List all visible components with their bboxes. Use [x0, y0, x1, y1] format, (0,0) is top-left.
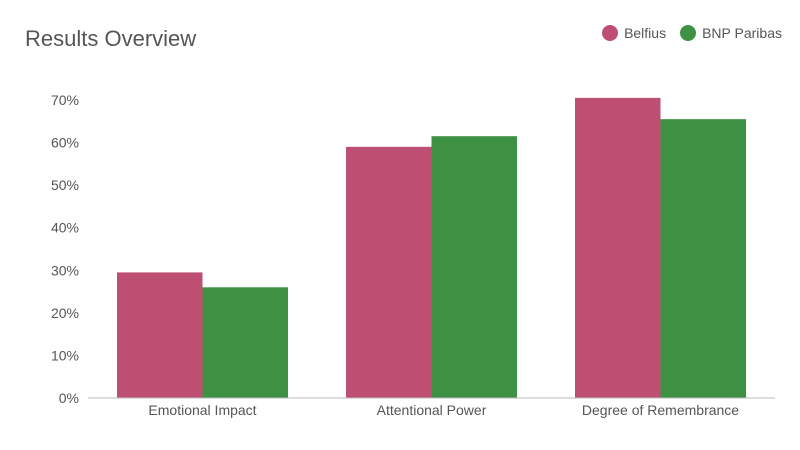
y-tick-label: 10% — [51, 347, 79, 363]
legend-swatch-bnp-paribas — [680, 25, 697, 41]
legend-item-belfius[interactable]: Belfius — [602, 25, 666, 41]
y-tick-label: 0% — [59, 390, 79, 406]
legend: Belfius BNP Paribas — [602, 25, 782, 41]
y-tick-label: 50% — [51, 177, 79, 193]
y-tick-label: 70% — [51, 92, 79, 108]
bar — [575, 97, 661, 398]
x-tick-label: Degree of Remembrance — [582, 402, 739, 418]
legend-label-bnp-paribas: BNP Paribas — [702, 25, 782, 41]
bar — [202, 287, 288, 398]
legend-swatch-belfius — [602, 25, 619, 41]
legend-label-belfius: Belfius — [624, 25, 667, 41]
y-tick-label: 60% — [51, 135, 79, 151]
bar — [431, 136, 517, 398]
x-tick-label: Attentional Power — [377, 402, 487, 418]
x-tick-label: Emotional Impact — [148, 402, 256, 418]
y-tick-label: 30% — [51, 262, 79, 278]
y-tick-label: 40% — [51, 220, 79, 236]
bar — [346, 146, 432, 398]
chart-title: Results Overview — [25, 26, 197, 51]
legend-item-bnp-paribas[interactable]: BNP Paribas — [680, 25, 782, 41]
bar — [660, 119, 746, 399]
y-tick-label: 20% — [51, 305, 79, 321]
bar — [117, 272, 203, 398]
